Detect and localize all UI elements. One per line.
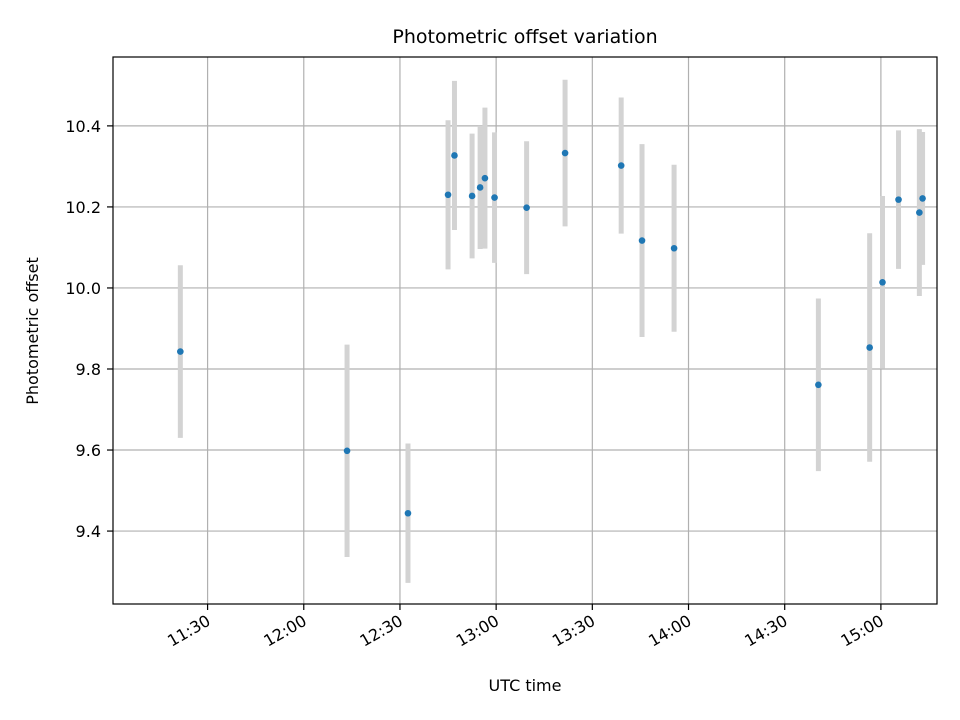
y-axis-label: Photometric offset: [23, 257, 42, 405]
data-point: [879, 278, 886, 286]
data-point: [177, 348, 184, 355]
y-tick-label: 10.2: [65, 198, 101, 217]
data-point: [670, 244, 678, 252]
chart-title: Photometric offset variation: [392, 26, 657, 48]
data-point: [481, 174, 489, 182]
data-point: [444, 191, 452, 199]
data-point: [491, 194, 498, 201]
data-point: [404, 509, 412, 517]
data-point: [468, 192, 476, 200]
data-point: [815, 381, 822, 389]
grid-layer: [113, 57, 937, 604]
data-point: [343, 447, 351, 455]
y-tick-label: 10.4: [65, 117, 101, 136]
data-point: [916, 209, 923, 216]
data-point: [919, 195, 926, 202]
y-tick-label: 9.6: [76, 441, 101, 460]
data-point: [561, 149, 569, 157]
data-point: [523, 204, 530, 212]
y-tick-label: 9.8: [76, 360, 101, 379]
data-point: [451, 152, 458, 159]
data-point: [895, 196, 902, 203]
data-point: [617, 162, 625, 169]
y-tick-label: 10.0: [65, 279, 101, 298]
data-point: [638, 237, 646, 244]
data-point: [866, 344, 873, 351]
y-tick-label: 9.4: [76, 522, 101, 541]
x-axis-label: UTC time: [489, 676, 562, 695]
data-point: [476, 184, 484, 191]
plot-frame: [112, 56, 938, 605]
point-layer: [177, 149, 926, 517]
